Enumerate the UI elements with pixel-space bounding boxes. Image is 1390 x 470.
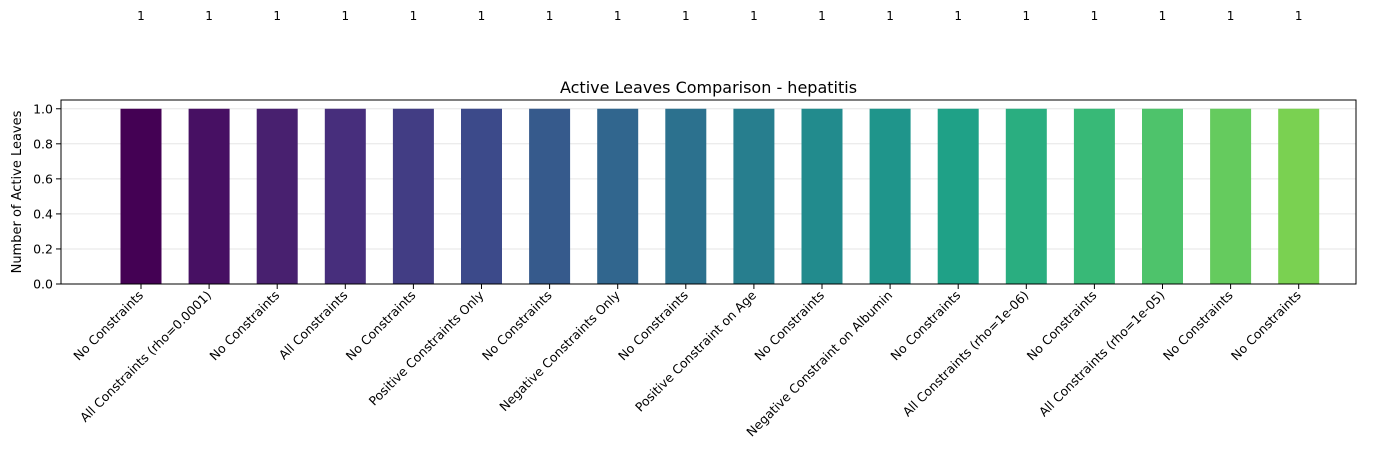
bar [256,108,298,284]
y-axis-label: Number of Active Leaves [10,110,25,273]
y-tick-label: 1.0 [33,101,53,116]
data-label: 1 [614,9,622,23]
y-tick-label: 0.2 [33,241,53,256]
bar [529,108,571,284]
bar [801,108,843,284]
data-label: 1 [1091,9,1099,23]
y-tick-label: 0.0 [33,277,53,292]
x-tick-label: All Constraints (rho=1e-05) [1036,288,1168,420]
bar [392,108,434,284]
x-tick-label: All Constraints [276,288,351,363]
bar [188,108,230,284]
x-tick-label: No Constraints [343,288,419,364]
bar [1073,108,1115,284]
bar [324,108,366,284]
data-labels: 1 1 1 1 1 1 1 1 1 1 1 1 1 1 1 1 1 1 [137,9,1302,23]
x-tick-label: All Constraints (rho=1e-06) [900,288,1032,420]
bars [120,108,1320,284]
x-tick-label: Negative Constraints Only [496,287,623,414]
x-tick-label: No Constraints [206,288,282,364]
data-label: 1 [1159,9,1167,23]
y-tick-label: 0.4 [33,206,53,221]
x-tick-label: No Constraints [1160,288,1236,364]
bar [869,108,911,284]
bar [461,108,502,284]
data-label: 1 [818,9,826,23]
bar [665,108,707,284]
bar [1142,108,1183,284]
bar [733,108,775,284]
bar [120,108,162,284]
bar [1005,108,1047,284]
bar [1210,108,1252,284]
bar [1278,108,1320,284]
x-tick-label: No Constraints [615,288,691,364]
y-tick-label: 0.8 [33,136,53,151]
x-tick-label: No Constraints [887,288,963,364]
x-tick-label: Positive Constraints Only [366,287,487,408]
data-label: 1 [682,9,690,23]
bar [597,108,639,284]
data-label: 1 [205,9,213,23]
data-label: 1 [137,9,145,23]
data-label: 1 [410,9,418,23]
chart-title: Active Leaves Comparison - hepatitis [560,78,857,97]
x-tick-label: No Constraints [751,288,827,364]
y-tick-label: 0.6 [33,171,53,186]
data-label: 1 [886,9,894,23]
x-tick-label: No Constraints [479,288,555,364]
x-tick-label: No Constraints [1024,288,1100,364]
x-tick-label: All Constraints (rho=0.0001) [77,288,214,425]
data-label: 1 [750,9,758,23]
x-tick-label: No Constraints [1228,288,1304,364]
y-axis: 0.0 0.2 0.4 0.6 0.8 1.0 [33,101,61,292]
x-tick-label: No Constraints [70,288,146,364]
data-label: 1 [1022,9,1030,23]
data-label: 1 [341,9,349,23]
bar [937,108,979,284]
data-label: 1 [478,9,486,23]
data-label: 1 [546,9,554,23]
plot-frame [60,99,1357,285]
x-tick-label: Negative Constraint on Albumin [743,288,895,440]
data-label: 1 [1295,9,1303,23]
data-label: 1 [954,9,962,23]
x-tick-label: Positive Constraint on Age [632,287,759,414]
data-label: 1 [1227,9,1235,23]
data-label: 1 [273,9,281,23]
